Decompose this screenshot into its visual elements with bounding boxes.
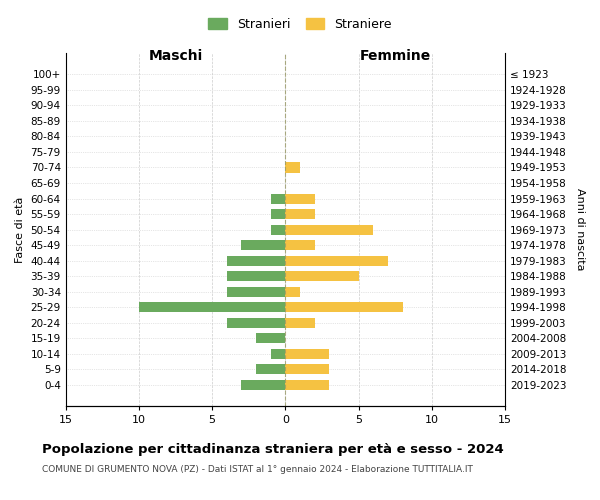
Bar	[286, 302, 403, 312]
Text: Maschi: Maschi	[148, 50, 203, 64]
Bar	[286, 271, 359, 281]
Text: COMUNE DI GRUMENTO NOVA (PZ) - Dati ISTAT al 1° gennaio 2024 - Elaborazione TUTT: COMUNE DI GRUMENTO NOVA (PZ) - Dati ISTA…	[42, 466, 473, 474]
Bar	[286, 380, 329, 390]
Bar	[227, 256, 286, 266]
Y-axis label: Anni di nascita: Anni di nascita	[575, 188, 585, 271]
Bar	[256, 364, 286, 374]
Legend: Stranieri, Straniere: Stranieri, Straniere	[202, 11, 398, 37]
Text: Femmine: Femmine	[359, 50, 431, 64]
Bar	[286, 194, 314, 203]
Bar	[286, 240, 314, 250]
Bar	[241, 240, 286, 250]
Bar	[271, 224, 286, 234]
Bar	[241, 380, 286, 390]
Bar	[286, 349, 329, 359]
Y-axis label: Fasce di età: Fasce di età	[15, 196, 25, 263]
Bar	[286, 256, 388, 266]
Bar	[286, 364, 329, 374]
Bar	[271, 194, 286, 203]
Text: Popolazione per cittadinanza straniera per età e sesso - 2024: Popolazione per cittadinanza straniera p…	[42, 442, 504, 456]
Bar	[286, 286, 300, 297]
Bar	[227, 318, 286, 328]
Bar	[271, 349, 286, 359]
Bar	[227, 286, 286, 297]
Bar	[286, 318, 314, 328]
Bar	[286, 224, 373, 234]
Bar	[286, 162, 300, 172]
Bar	[139, 302, 286, 312]
Bar	[286, 209, 314, 219]
Bar	[271, 209, 286, 219]
Bar	[227, 271, 286, 281]
Bar	[256, 334, 286, 344]
